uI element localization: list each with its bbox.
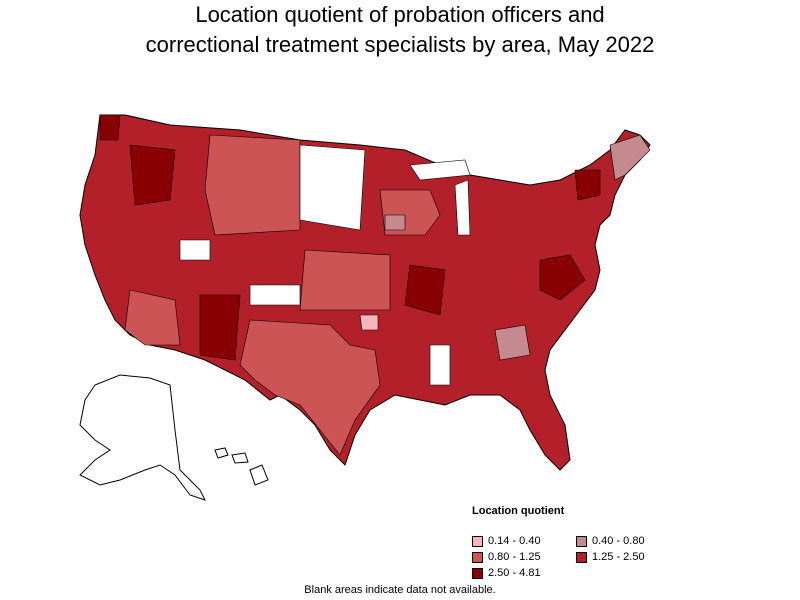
region-virginia-high (539, 254, 586, 301)
area-no-data-mississippi (429, 344, 451, 386)
legend-swatch (472, 535, 483, 547)
region-kentucky-high (404, 264, 446, 316)
region-new-england (609, 134, 651, 181)
region-new-york-high (574, 169, 601, 201)
region-great-plains (299, 249, 391, 311)
hawaii-islands (214, 447, 269, 486)
legend-items: 0.14 - 0.40 0.40 - 0.80 0.80 - 1.25 1.25… (472, 535, 712, 579)
legend-label: 0.14 - 0.40 (488, 535, 541, 547)
legend-label: 0.40 - 0.80 (592, 535, 645, 547)
area-no-data-dakotas (299, 144, 366, 231)
region-new-mexico-high (199, 294, 241, 361)
map-title: Location quotient of probation officers … (0, 0, 800, 60)
legend-item: 1.25 - 2.50 (576, 551, 680, 563)
region-oklahoma-lowest (359, 314, 379, 331)
footnote: Blank areas indicate data not available. (304, 584, 496, 596)
legend-swatch (472, 551, 483, 563)
legend-swatch (472, 567, 483, 579)
region-southeast-low (494, 324, 531, 361)
region-washington-high (99, 114, 121, 141)
lake-superior (409, 159, 471, 181)
region-iowa-low (384, 214, 406, 231)
us-area-map (79, 114, 651, 501)
lake-michigan (454, 179, 471, 236)
map-legend: Location quotient 0.14 - 0.40 0.40 - 0.8… (472, 505, 712, 579)
legend-item: 2.50 - 4.81 (472, 567, 576, 579)
region-oregon-high (129, 144, 176, 206)
area-no-data-nevada (179, 239, 211, 261)
region-texas (239, 319, 381, 456)
area-no-data-colorado (249, 284, 301, 306)
region-southwest (124, 289, 181, 346)
legend-label: 0.80 - 1.25 (488, 551, 541, 563)
legend-swatch (576, 551, 587, 563)
legend-item: 0.80 - 1.25 (472, 551, 576, 563)
legend-item: 0.40 - 0.80 (576, 535, 680, 547)
map-title-line-1: Location quotient of probation officers … (195, 2, 605, 27)
alaska-shape (79, 374, 206, 501)
legend-label: 1.25 - 2.50 (592, 551, 645, 563)
legend-item: 0.14 - 0.40 (472, 535, 576, 547)
map-title-line-2: correctional treatment specialists by ar… (145, 32, 655, 57)
region-mountain-west (204, 134, 301, 236)
legend-title: Location quotient (472, 505, 565, 517)
legend-label: 2.50 - 4.81 (488, 567, 541, 579)
legend-swatch (576, 535, 587, 547)
